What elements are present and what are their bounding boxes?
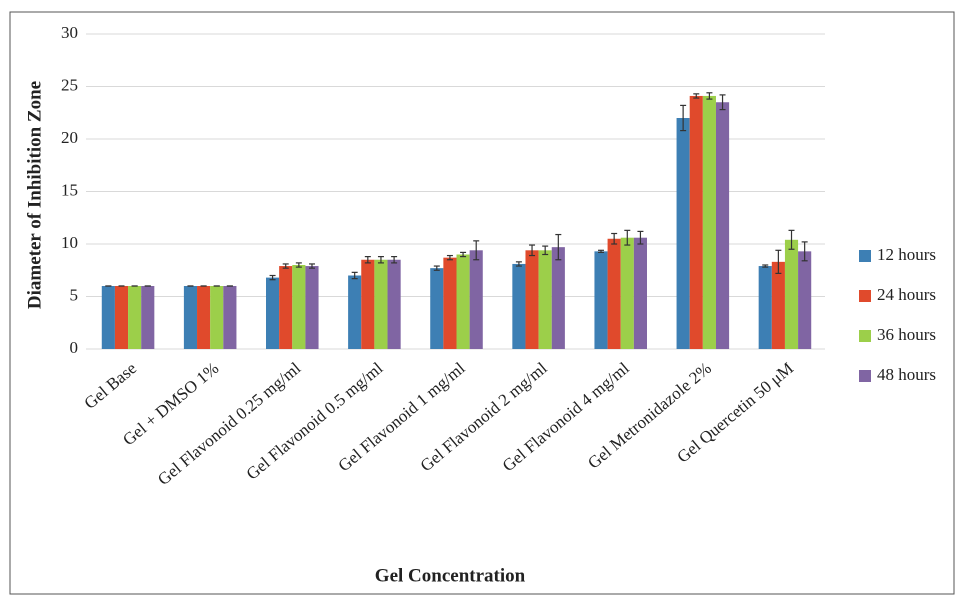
bar [512, 263, 526, 349]
legend-swatch [859, 370, 871, 382]
error-bar [637, 230, 644, 245]
legend-label: 12 hours [877, 245, 936, 264]
error-bar [719, 94, 726, 111]
error-bar [706, 92, 713, 100]
bar [551, 247, 565, 349]
error-bar [555, 233, 562, 261]
error-bar [775, 249, 782, 274]
legend-swatch [859, 250, 871, 262]
bar [620, 237, 634, 349]
legend-label: 48 hours [877, 365, 936, 384]
error-bar [801, 241, 808, 262]
y-tick-label: 5 [70, 285, 79, 304]
bar [456, 254, 470, 349]
error-bar [460, 251, 467, 258]
x-axis-title: Gel Concentration [375, 565, 526, 586]
error-bar [433, 265, 440, 271]
error-bar [473, 240, 480, 261]
error-bar [295, 262, 302, 268]
bar [279, 266, 293, 349]
chart-frame [9, 11, 955, 595]
y-tick-label: 10 [61, 233, 78, 252]
error-bar [515, 261, 522, 267]
error-bar [391, 256, 398, 264]
bar [702, 95, 716, 349]
bar [758, 266, 772, 349]
error-bar [598, 249, 605, 253]
bar [784, 239, 799, 349]
error-bar [762, 264, 769, 268]
x-tick-label: Gel Base [81, 359, 141, 413]
error-bar [446, 254, 453, 261]
bar [128, 286, 142, 349]
error-bar [282, 263, 289, 269]
bar [798, 251, 812, 349]
x-tick-label: Gel Flavonoid 0.5 mg/ml [243, 358, 387, 483]
bar [594, 251, 608, 349]
error-bar [269, 274, 276, 281]
bar [443, 257, 457, 349]
legend-swatch [859, 330, 871, 342]
y-tick-label: 15 [61, 180, 78, 199]
error-bar [624, 229, 631, 246]
error-bar [364, 256, 371, 264]
error-bar [308, 263, 315, 269]
bar [101, 286, 115, 349]
bar [715, 102, 730, 349]
bar [676, 118, 690, 349]
y-tick-label: 25 [61, 75, 78, 94]
bar [210, 286, 224, 349]
error-bar [351, 271, 358, 280]
error-bar [529, 244, 536, 257]
error-bar [611, 232, 618, 245]
legend-label: 36 hours [877, 325, 936, 344]
bar [430, 268, 444, 349]
bar [469, 250, 483, 349]
bar [374, 259, 388, 349]
bar [348, 275, 362, 349]
bar [114, 286, 129, 349]
bar [525, 250, 539, 349]
bar [387, 259, 401, 349]
bar [183, 286, 198, 349]
bar [305, 266, 319, 349]
bar [633, 237, 647, 349]
bar [538, 250, 552, 349]
x-tick-label: Gel Flavonoid 0.25 mg/ml [154, 358, 305, 489]
error-bar [542, 245, 549, 256]
bar [292, 265, 306, 349]
bar [361, 259, 375, 349]
legend-swatch [859, 290, 871, 302]
legend-label: 24 hours [877, 285, 936, 304]
error-bar [377, 256, 384, 264]
y-tick-label: 20 [61, 128, 78, 147]
bar [223, 286, 237, 349]
error-bar [680, 104, 687, 132]
error-bar [788, 229, 795, 250]
bar [771, 261, 785, 349]
bar [607, 238, 621, 349]
y-tick-label: 0 [70, 338, 79, 357]
bar [197, 286, 211, 349]
y-axis-title: Diameter of Inhibition Zone [24, 81, 45, 309]
bar [141, 286, 155, 349]
y-tick-label: 30 [61, 23, 78, 42]
error-bar [693, 93, 700, 99]
bar [266, 277, 280, 349]
bar [689, 95, 703, 349]
